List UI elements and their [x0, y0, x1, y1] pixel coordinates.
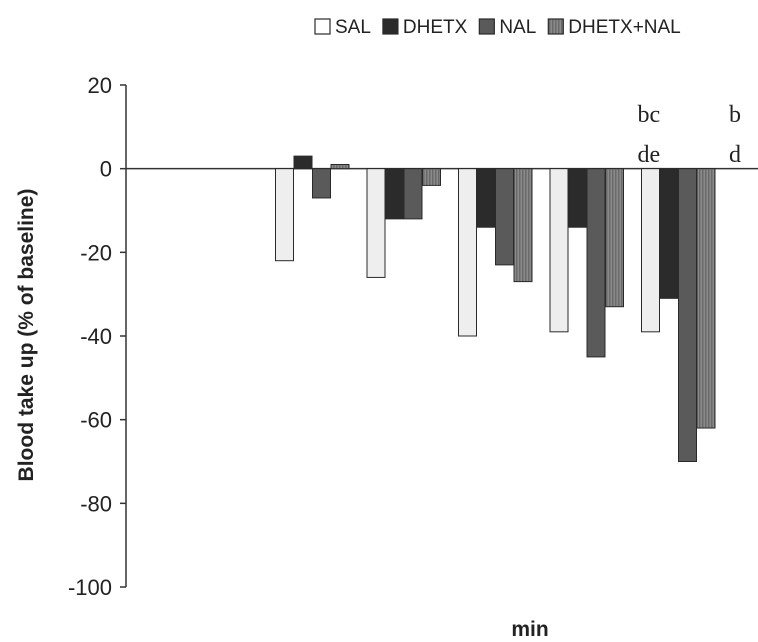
legend-label: NAL — [499, 17, 536, 38]
bar-sal — [458, 168, 477, 337]
bar-nal — [586, 168, 606, 358]
legend-swatch — [478, 18, 495, 35]
bar-dhetx — [293, 155, 313, 170]
y-tick-label: 20 — [88, 73, 112, 98]
bar-dhetx-nal — [605, 168, 624, 308]
bar-sal — [549, 168, 569, 333]
bar-dhetx — [385, 168, 404, 220]
bar-dhetx — [659, 168, 679, 299]
bar-sal — [275, 168, 294, 262]
legend-swatch — [382, 18, 399, 35]
bar-dhetx — [476, 168, 496, 228]
y-tick-label: -40 — [80, 324, 112, 349]
bar-dhetx-nal — [330, 163, 350, 170]
y-tick-label: 0 — [100, 157, 112, 182]
bar-nal — [495, 168, 514, 266]
bar-dhetx-nal — [696, 168, 716, 429]
y-tick-label: -80 — [80, 491, 112, 516]
x-axis-title: min — [511, 618, 548, 641]
bar-nal — [403, 168, 423, 220]
bar-sal — [641, 168, 660, 333]
legend-label: SAL — [335, 17, 371, 38]
significance-annotation: d — [729, 142, 741, 168]
legend-swatch — [547, 18, 564, 35]
y-axis-title: Blood take up (% of baseline) — [15, 189, 38, 482]
bar-nal — [678, 168, 697, 463]
bar-dhetx-nal — [513, 168, 533, 283]
legend-label: DHETX+NAL — [568, 17, 680, 38]
y-tick-label: -100 — [68, 575, 112, 600]
significance-annotation: bc — [638, 102, 661, 128]
legend-label: DHETX — [403, 17, 468, 38]
significance-annotation: b — [729, 102, 741, 128]
y-tick-label: -20 — [80, 240, 112, 265]
bar-dhetx — [568, 168, 587, 228]
bar-dhetx-nal — [422, 168, 441, 186]
significance-annotation: de — [638, 142, 661, 168]
bar-nal — [312, 168, 331, 199]
y-tick-label: -60 — [80, 408, 112, 433]
legend-swatch — [314, 18, 331, 35]
bar-sal — [366, 168, 386, 278]
